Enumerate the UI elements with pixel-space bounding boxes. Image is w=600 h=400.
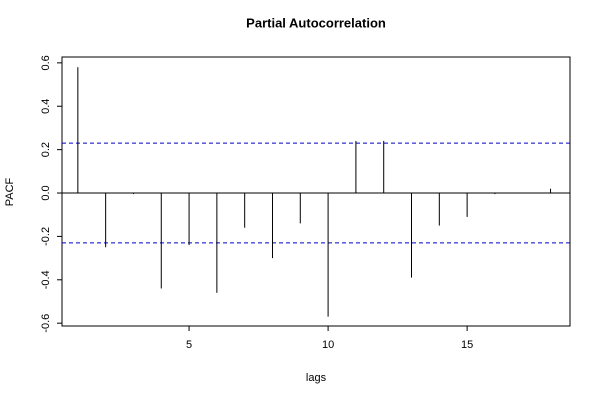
chart-title: Partial Autocorrelation: [246, 15, 386, 30]
y-tick-label: 0.0: [40, 185, 52, 200]
y-tick-label: -0.6: [40, 314, 52, 333]
y-tick-label: 0.6: [40, 55, 52, 70]
x-tick-label: 15: [461, 339, 473, 351]
y-tick-label: 0.2: [40, 142, 52, 157]
x-tick-label: 5: [186, 339, 192, 351]
plot-frame: [61, 56, 571, 327]
y-tick-label: 0.4: [40, 99, 52, 114]
y-axis-label: PACF: [4, 177, 16, 206]
y-tick-label: -0.2: [40, 227, 52, 246]
x-tick-label: 10: [322, 339, 334, 351]
x-axis-label: lags: [306, 372, 327, 384]
y-tick-label: -0.4: [40, 270, 52, 289]
